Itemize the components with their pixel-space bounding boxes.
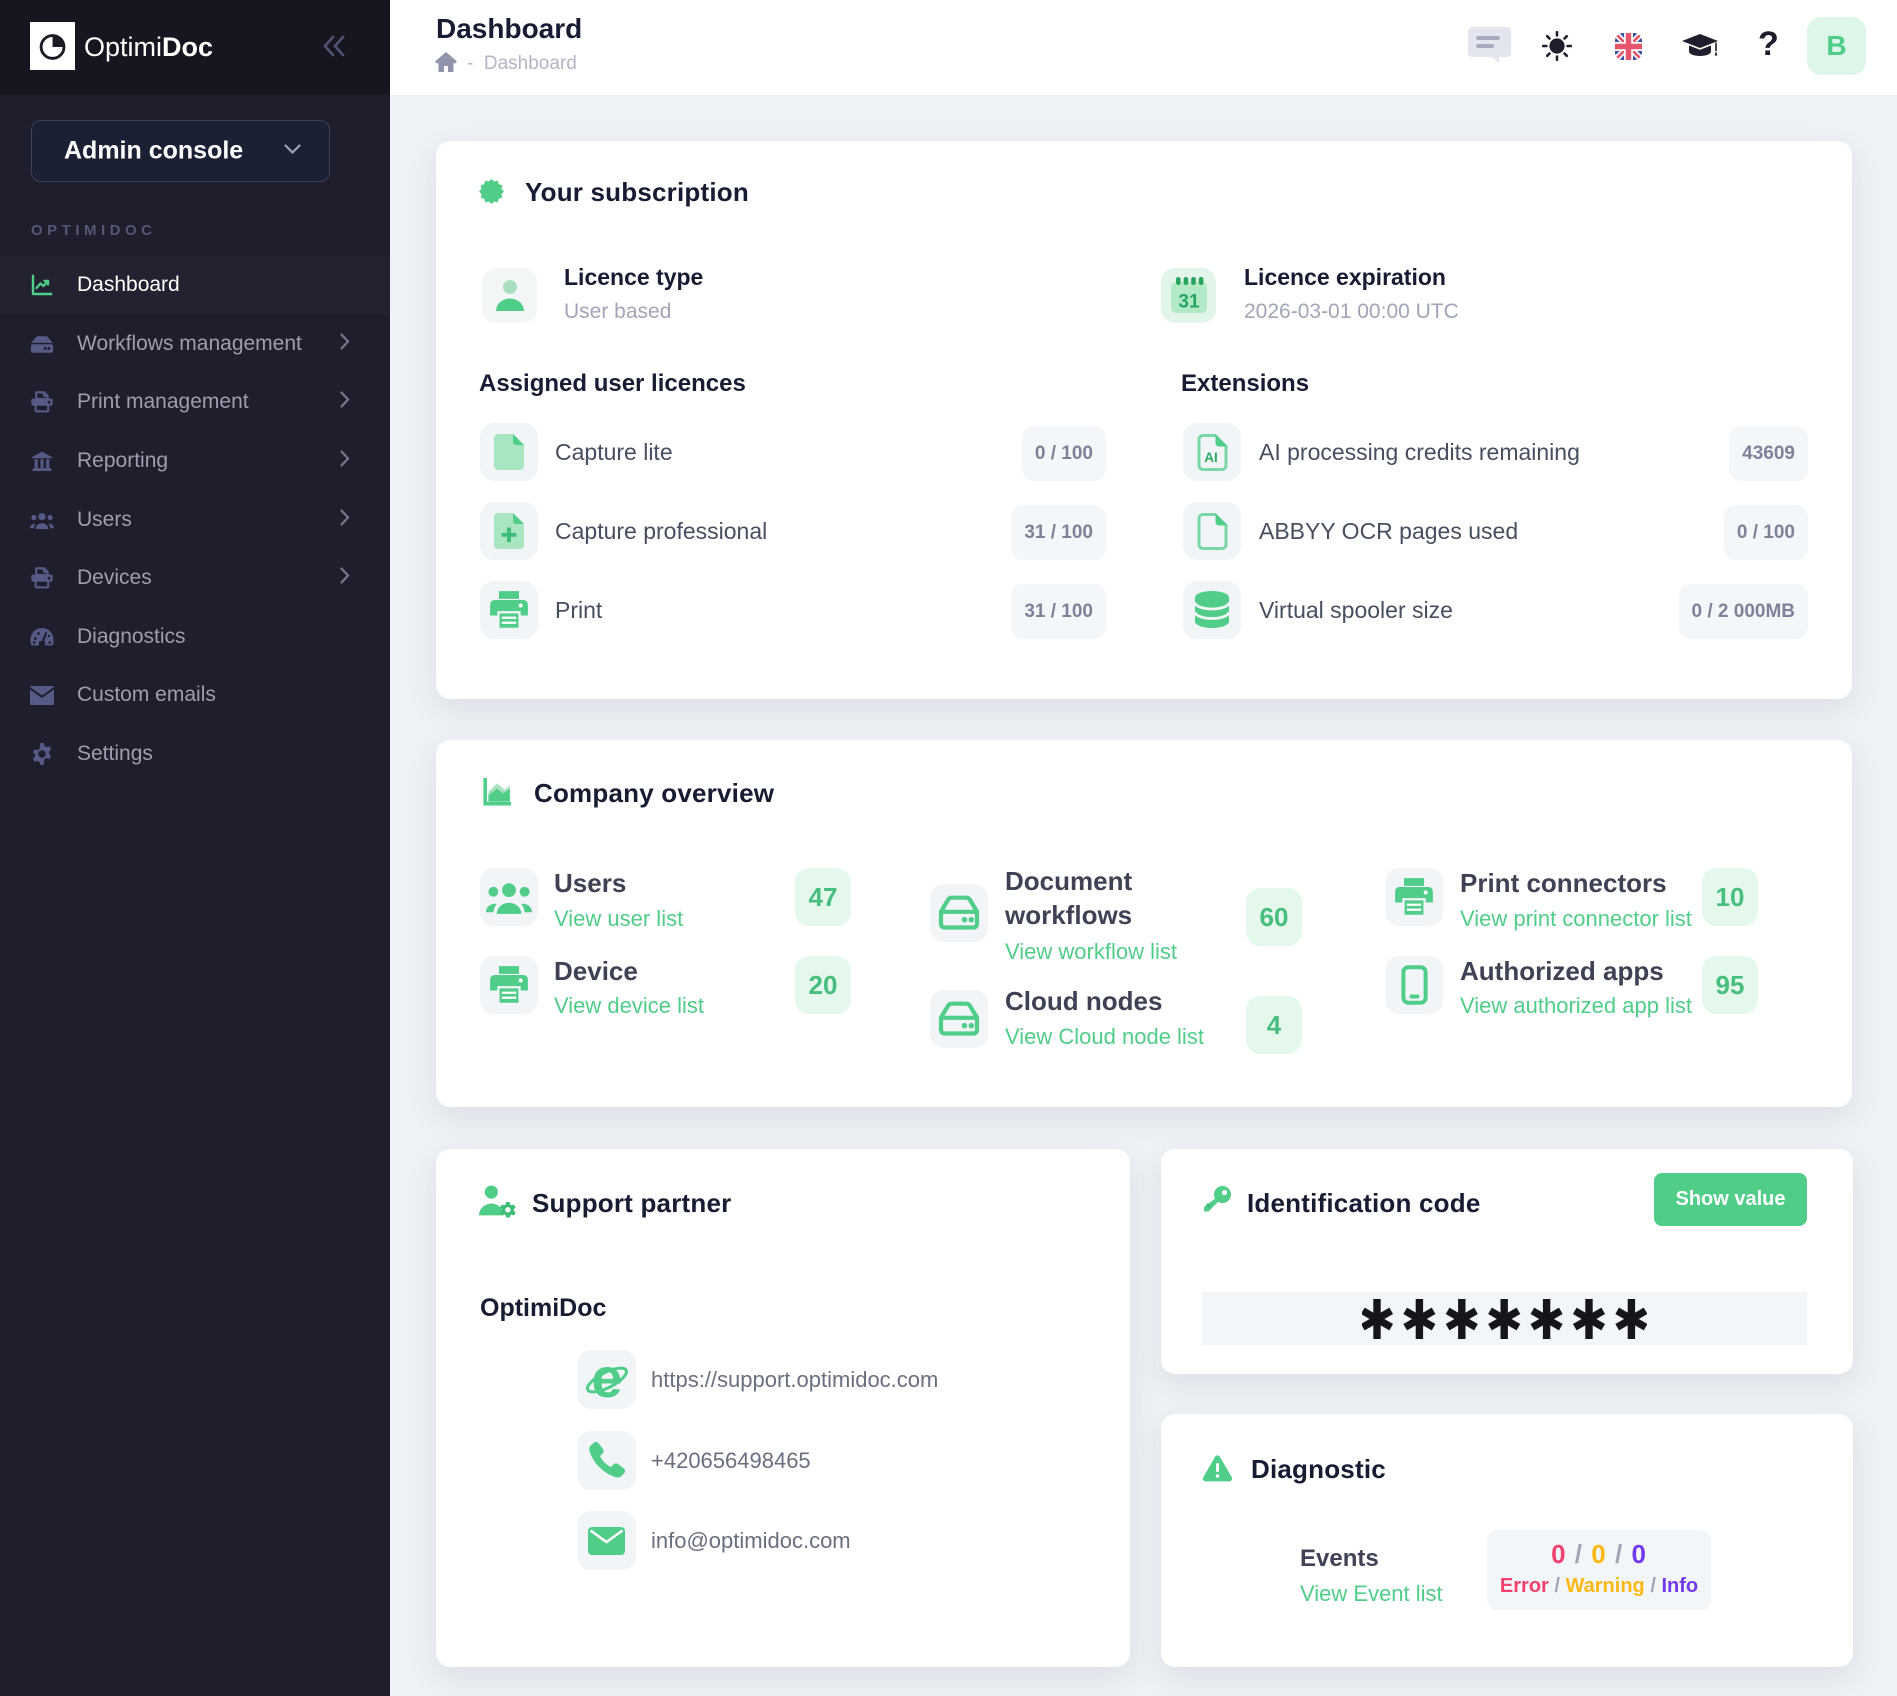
svg-text:AI: AI bbox=[1204, 450, 1218, 465]
svg-text:e: e bbox=[591, 1358, 622, 1402]
svg-text:31: 31 bbox=[1178, 292, 1200, 313]
